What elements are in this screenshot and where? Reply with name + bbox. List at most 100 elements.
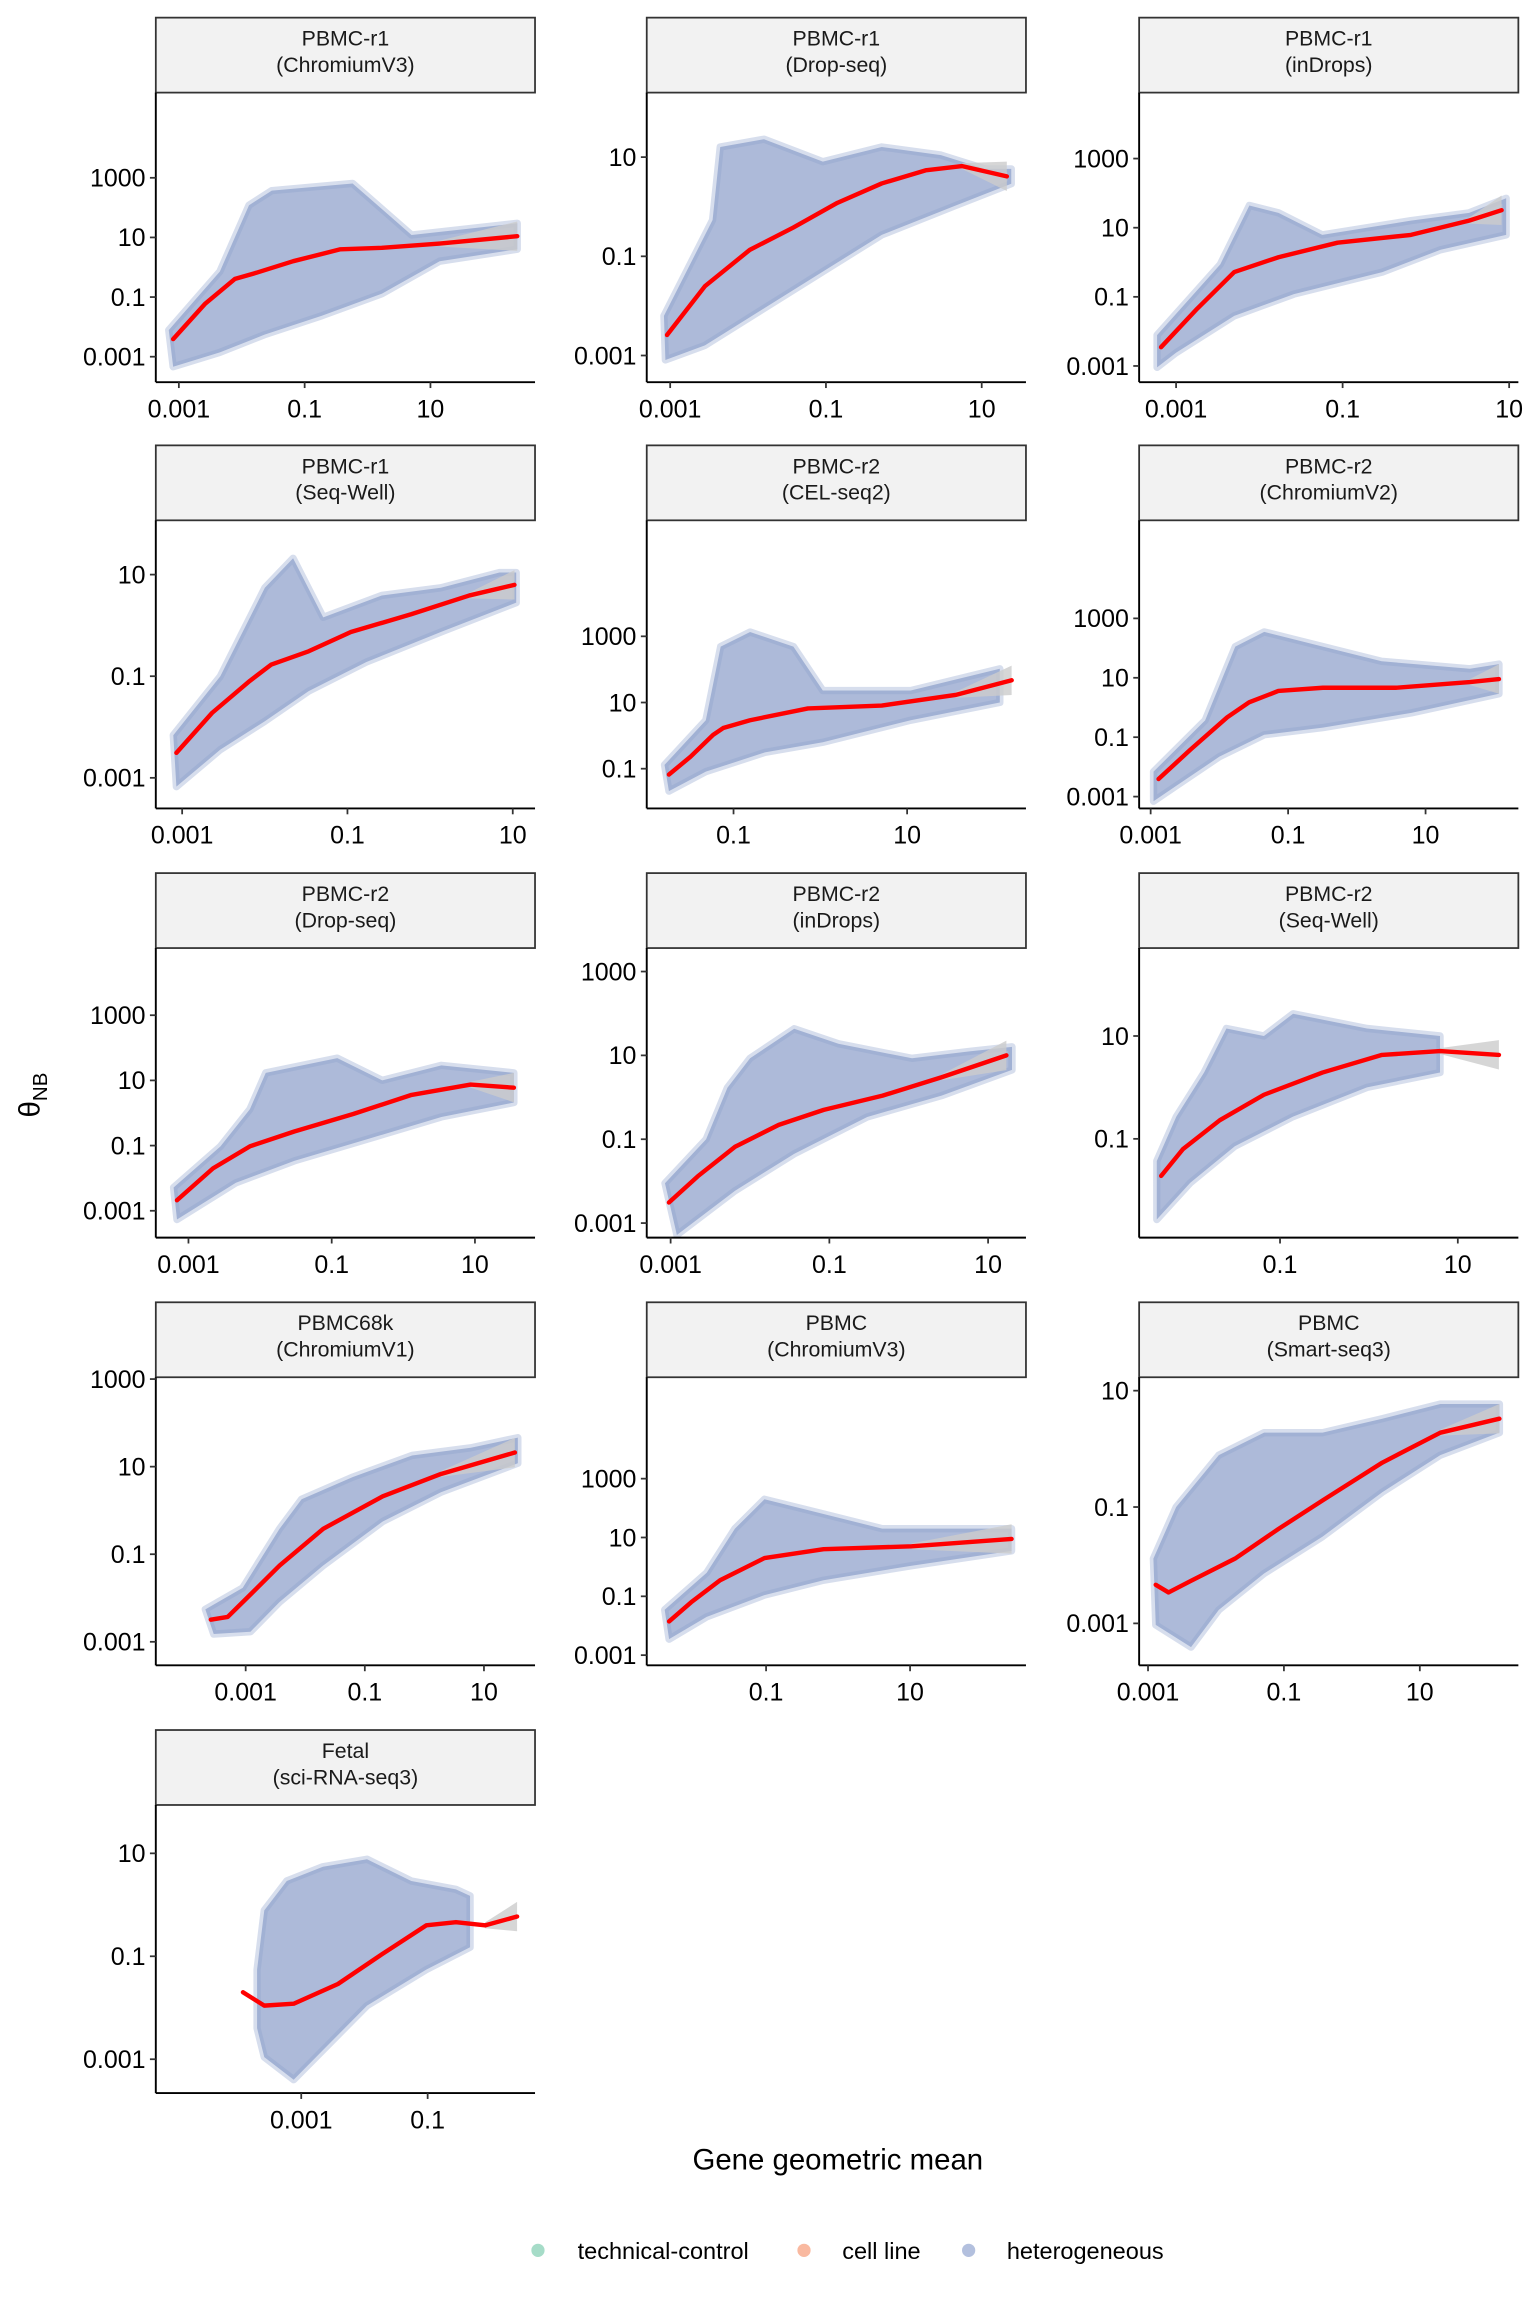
facet-strip-label: (ChromiumV3) bbox=[767, 1338, 905, 1362]
x-tick-label: 0.1 bbox=[410, 2106, 445, 2134]
y-tick-label: 1000 bbox=[90, 165, 146, 193]
facet-strip bbox=[645, 1301, 1027, 1379]
x-tick-label: 10 bbox=[499, 822, 527, 850]
y-tick-label: 10 bbox=[118, 224, 146, 252]
y-tick-label: 0.1 bbox=[1094, 284, 1129, 312]
facet-strip-label: PBMC-r1 bbox=[793, 27, 881, 51]
y-tick-label: 0.1 bbox=[111, 1132, 146, 1160]
x-tick-label: 10 bbox=[417, 395, 445, 423]
facet-strip-label: (inDrops) bbox=[1285, 53, 1373, 77]
x-tick-label: 0.1 bbox=[1263, 1251, 1298, 1279]
facet-strip-label: (inDrops) bbox=[793, 908, 881, 932]
facet-strip-label: PBMC bbox=[806, 1311, 868, 1335]
x-tick-label: 10 bbox=[1444, 1251, 1472, 1279]
plot-area bbox=[660, 1495, 1016, 1643]
x-tick-label: 0.1 bbox=[330, 822, 365, 850]
x-tick-label: 0.1 bbox=[287, 395, 322, 423]
y-tick-label: 0.1 bbox=[1094, 724, 1129, 752]
facet-strip-label: PBMC-r1 bbox=[1285, 27, 1373, 51]
facet-panel: PBMC-r1(inDrops) 0.001 0.1 10 0.001 0.1 10 1000 bbox=[1066, 16, 1523, 423]
facet-panels: PBMC-r1 (ChromiumV3) 0.001 0.1 10 0.001 0.1 10 1… bbox=[83, 16, 1523, 2134]
y-tick-label: 0.1 bbox=[111, 1541, 146, 1569]
facet-panel: PBMC (Smart-seq3) 0.001 0.1 10 0.001 0.1 10 bbox=[1066, 1301, 1520, 1707]
facet-panel: PBMC-r2(Drop-seq) 0.001 0.1 10 0.001 0.1 10 100… bbox=[83, 872, 536, 1279]
plot-area bbox=[169, 1054, 518, 1224]
facet-strip bbox=[645, 872, 1027, 949]
x-tick-label: 0.001 bbox=[1117, 1679, 1179, 1707]
y-tick-label: 0.001 bbox=[83, 1629, 145, 1657]
y-tick-label: 10 bbox=[609, 1042, 637, 1070]
gene-points-cloud bbox=[169, 1054, 518, 1224]
facet-strip bbox=[1138, 16, 1520, 94]
facet-strip-label: (Seq-Well) bbox=[1279, 908, 1379, 932]
plot-area bbox=[169, 554, 520, 791]
plot-area bbox=[1153, 1010, 1502, 1224]
x-tick-label: 0.001 bbox=[1145, 395, 1207, 423]
x-tick-label: 10 bbox=[470, 1679, 498, 1707]
x-tick-label: 10 bbox=[974, 1251, 1002, 1279]
y-tick-label: 0.1 bbox=[1094, 1126, 1129, 1154]
x-tick-label: 0.001 bbox=[639, 1251, 701, 1279]
x-tick-label: 10 bbox=[893, 822, 921, 850]
trend-line bbox=[170, 234, 520, 342]
x-tick-label: 0.1 bbox=[716, 822, 751, 850]
x-tick-label: 10 bbox=[896, 1679, 924, 1707]
trend-line bbox=[208, 1450, 518, 1622]
gene-points-cloud bbox=[1149, 628, 1503, 805]
x-tick-label: 0.001 bbox=[151, 822, 213, 850]
x-tick-label: 0.1 bbox=[314, 1251, 349, 1279]
x-tick-label: 10 bbox=[461, 1251, 489, 1279]
facet-panel: PBMC-r2(Seq-Well) 0.1 10 0.1 10 bbox=[1094, 872, 1520, 1279]
y-tick-label: 0.1 bbox=[602, 243, 637, 271]
y-tick-label: 0.001 bbox=[83, 1198, 145, 1226]
facet-panel: PBMC-r1(ChromiumV3) 0.001 0.1 10 0.001 0.1 10 1… bbox=[83, 16, 536, 423]
x-tick-label: 10 bbox=[1406, 1679, 1434, 1707]
trend-line bbox=[1156, 676, 1502, 782]
y-tick-label: 10 bbox=[1101, 1377, 1129, 1405]
facet-strip-label: (ChromiumV1) bbox=[276, 1338, 414, 1362]
x-tick-label: 0.001 bbox=[157, 1251, 219, 1279]
legend-key bbox=[531, 2243, 545, 2257]
facet-panel: PBMC-r2(inDrops) 0.001 0.1 10 0.001 0.1 10 1000 bbox=[574, 872, 1027, 1279]
x-tick-label: 0.1 bbox=[749, 1679, 784, 1707]
x-tick-label: 0.1 bbox=[1325, 395, 1360, 423]
y-tick-label: 10 bbox=[1101, 215, 1129, 243]
plot-area bbox=[201, 1433, 522, 1638]
x-tick-label: 0.001 bbox=[639, 395, 701, 423]
facet-strip-label: PBMC-r1 bbox=[302, 454, 390, 478]
x-tick-label: 10 bbox=[968, 395, 996, 423]
facet-strip-label: (ChromiumV2) bbox=[1260, 481, 1398, 505]
y-tick-label: 0.1 bbox=[111, 663, 146, 691]
trend-line bbox=[1158, 1048, 1502, 1179]
x-tick-label: 0.001 bbox=[148, 395, 210, 423]
x-tick-label: 0.001 bbox=[214, 1679, 276, 1707]
facet-strip-label: PBMC-r2 bbox=[1285, 454, 1373, 478]
y-axis-title-subscript: NB bbox=[29, 1073, 52, 1102]
facet-strip bbox=[645, 444, 1027, 522]
plot-area bbox=[660, 135, 1015, 364]
y-tick-label: 0.001 bbox=[1066, 783, 1128, 811]
facet-panel: PBMC68k (ChromiumV1) 0.001 0.1 10 0.001 0.1 10 1… bbox=[83, 1301, 536, 1707]
facet-strip-label: PBMC-r1 bbox=[302, 27, 390, 51]
trend-line bbox=[666, 1053, 1009, 1205]
y-tick-label: 0.1 bbox=[602, 756, 637, 784]
facet-strip-label: (Drop-seq) bbox=[295, 908, 397, 932]
y-tick-label: 0.001 bbox=[1066, 1610, 1128, 1638]
trend-line bbox=[240, 1914, 520, 2008]
trend-line bbox=[174, 1082, 517, 1203]
facet-strip bbox=[154, 872, 536, 949]
facet-panel: PBMC-r2 (ChromiumV2) 0.001 0.1 10 0.001 0.1 10 1… bbox=[1066, 444, 1520, 850]
y-tick-label: 10 bbox=[609, 144, 637, 172]
y-tick-label: 10 bbox=[609, 689, 637, 717]
y-tick-label: 10 bbox=[118, 1067, 146, 1095]
facet-strip-label: PBMC-r2 bbox=[793, 454, 881, 478]
plot-area bbox=[1149, 628, 1503, 805]
facet-panel: PBMC-r2 (CEL-seq2) 0.1 10 0.1 10 1000 bbox=[581, 444, 1027, 850]
y-tick-label: 0.1 bbox=[111, 284, 146, 312]
y-tick-label: 10 bbox=[118, 1840, 146, 1868]
facet-strip bbox=[1138, 444, 1520, 522]
gene-points-cloud bbox=[169, 554, 520, 791]
gene-points-cloud bbox=[1153, 194, 1510, 371]
y-tick-label: 1000 bbox=[1073, 145, 1129, 173]
